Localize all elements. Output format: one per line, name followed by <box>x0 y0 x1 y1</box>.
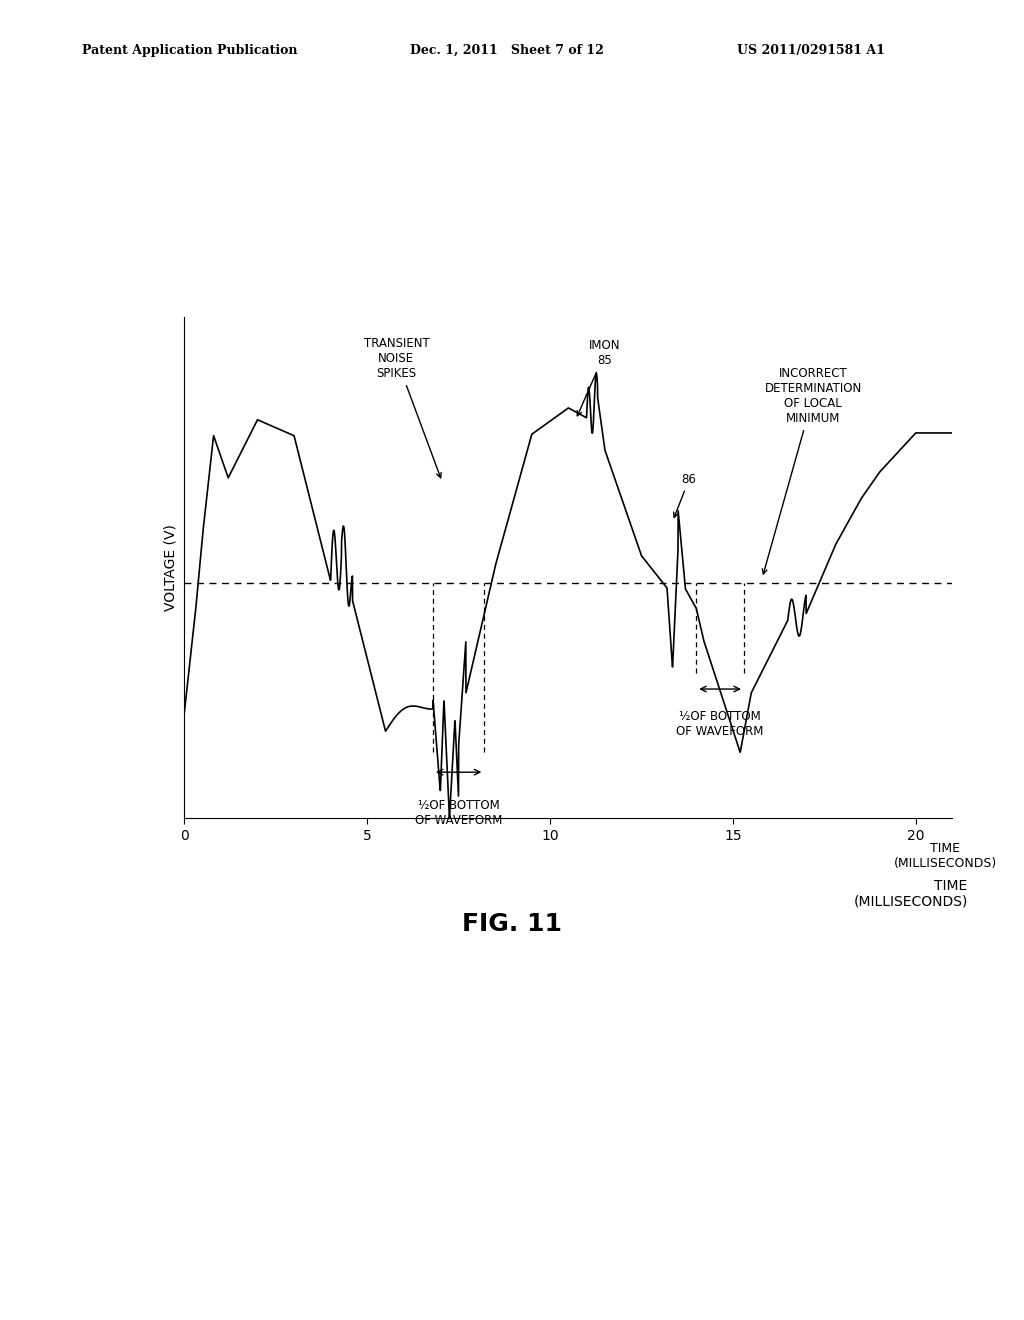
Text: Dec. 1, 2011   Sheet 7 of 12: Dec. 1, 2011 Sheet 7 of 12 <box>410 44 603 57</box>
Y-axis label: VOLTAGE (V): VOLTAGE (V) <box>164 524 177 611</box>
Text: 86: 86 <box>674 473 696 517</box>
Text: INCORRECT
DETERMINATION
OF LOCAL
MINIMUM: INCORRECT DETERMINATION OF LOCAL MINIMUM <box>762 367 862 574</box>
Text: US 2011/0291581 A1: US 2011/0291581 A1 <box>737 44 885 57</box>
Text: ½OF BOTTOM
OF WAVEFORM: ½OF BOTTOM OF WAVEFORM <box>677 710 764 738</box>
Text: ½OF BOTTOM
OF WAVEFORM: ½OF BOTTOM OF WAVEFORM <box>415 799 503 826</box>
Text: FIG. 11: FIG. 11 <box>462 912 562 936</box>
Text: Patent Application Publication: Patent Application Publication <box>82 44 297 57</box>
Text: TRANSIENT
NOISE
SPIKES: TRANSIENT NOISE SPIKES <box>364 337 441 478</box>
X-axis label: TIME
(MILLISECONDS): TIME (MILLISECONDS) <box>853 879 968 908</box>
Text: TIME
(MILLISECONDS): TIME (MILLISECONDS) <box>893 842 996 870</box>
Text: IMON
85: IMON 85 <box>578 339 621 416</box>
